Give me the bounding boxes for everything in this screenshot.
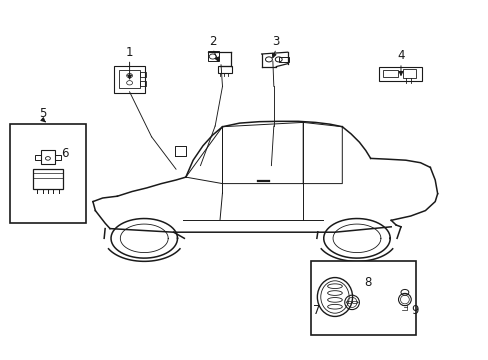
Text: 2: 2 xyxy=(208,35,216,48)
Bar xyxy=(140,81,145,86)
Text: 8: 8 xyxy=(364,276,371,289)
Bar xyxy=(35,155,41,160)
Text: 4: 4 xyxy=(396,49,404,62)
Bar xyxy=(379,67,422,81)
Bar xyxy=(113,66,145,93)
Bar xyxy=(217,66,232,73)
Bar xyxy=(278,57,289,62)
Bar xyxy=(41,150,55,164)
Text: 9: 9 xyxy=(410,304,417,317)
Text: 6: 6 xyxy=(61,147,68,159)
Bar xyxy=(403,69,415,78)
Text: 1: 1 xyxy=(125,46,133,59)
Bar xyxy=(55,155,61,160)
Bar xyxy=(207,51,218,61)
Bar xyxy=(310,261,415,335)
Bar xyxy=(119,70,140,88)
Text: 7: 7 xyxy=(312,304,320,317)
Bar xyxy=(33,169,62,189)
Bar xyxy=(383,70,397,77)
Text: 3: 3 xyxy=(272,35,280,48)
Bar xyxy=(140,72,145,77)
Bar xyxy=(10,124,85,223)
Text: 5: 5 xyxy=(39,107,47,120)
